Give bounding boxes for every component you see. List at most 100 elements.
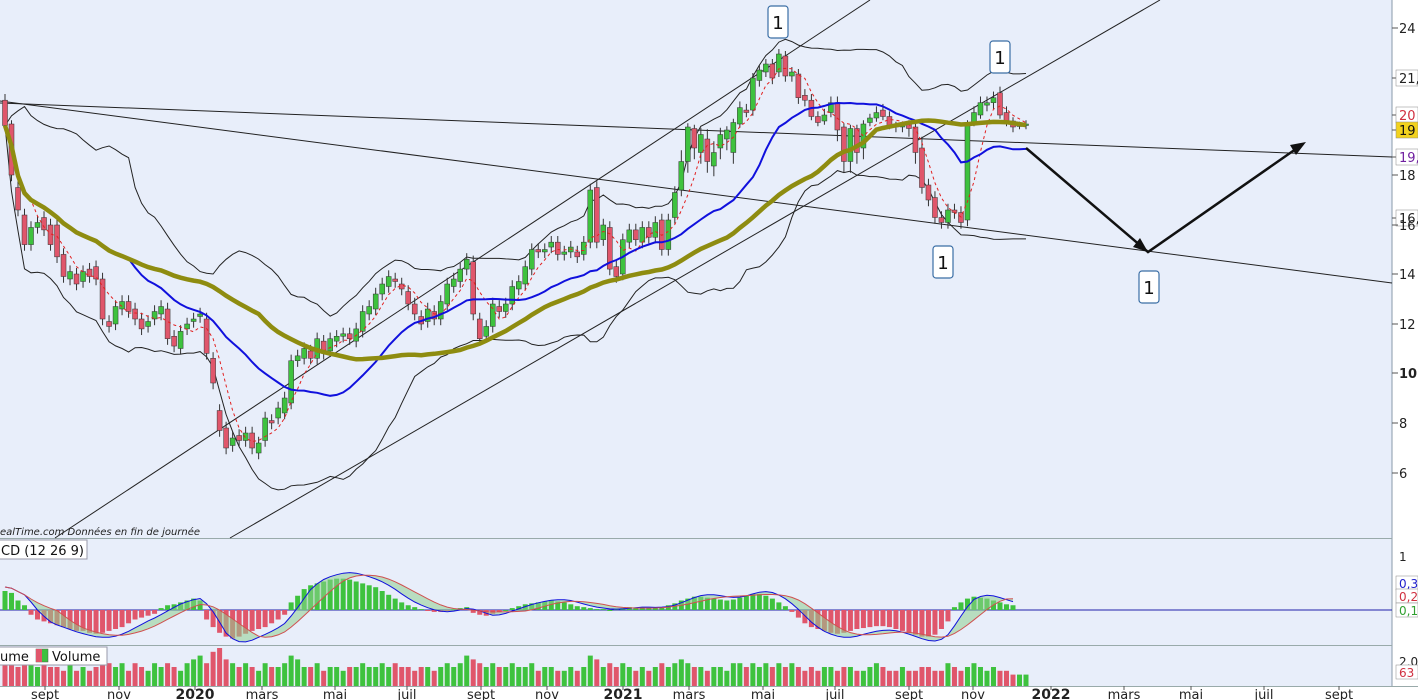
candle <box>743 109 750 113</box>
projection-arrows <box>1025 142 1306 254</box>
time-label: mars <box>673 688 706 700</box>
volume-bar <box>327 667 333 686</box>
macd-bar <box>262 610 268 628</box>
time-label: sept <box>31 688 59 700</box>
macd-bar <box>756 593 762 610</box>
macd-bar <box>347 579 353 610</box>
volume-bar <box>288 655 294 686</box>
volume-bar <box>795 667 801 686</box>
macd-panel-bg <box>0 539 1392 645</box>
macd-bar <box>503 610 509 611</box>
volume-bar <box>15 667 21 686</box>
moving-averages <box>2 67 1027 443</box>
candle <box>379 283 385 295</box>
volume-bar <box>158 667 164 686</box>
macd-bar <box>470 610 476 613</box>
time-label: nov <box>107 688 131 700</box>
macd-bar <box>607 610 613 611</box>
volume-bar <box>236 667 242 686</box>
candle <box>548 241 555 248</box>
volume-bar <box>1010 674 1016 686</box>
volume-bar <box>243 663 249 686</box>
volume-bar <box>204 663 210 686</box>
volume-bar <box>880 667 886 686</box>
candle <box>138 318 145 330</box>
macd-bar <box>158 608 164 610</box>
volume-bar <box>191 659 197 686</box>
wave-badges: 1 1 1 1 <box>767 5 1160 304</box>
macd-bar <box>113 610 119 629</box>
macd-bar <box>828 610 834 633</box>
volume-bar <box>561 670 567 686</box>
volume-bar <box>1003 670 1009 686</box>
volume-bar <box>126 670 132 686</box>
macd-bar <box>477 610 483 615</box>
macd-bar <box>87 610 93 633</box>
price-tick-label: 12 <box>1399 318 1416 333</box>
candle <box>203 318 210 354</box>
time-label: mars <box>246 688 279 700</box>
volume-bar <box>776 663 782 686</box>
candle <box>229 437 236 446</box>
candle <box>41 217 47 231</box>
wave-badge <box>1138 270 1160 304</box>
candle <box>698 134 704 153</box>
candle <box>847 128 854 162</box>
macd-bar <box>581 607 587 610</box>
candle <box>463 259 470 270</box>
macd-bar <box>9 592 15 610</box>
volume-bar <box>704 670 710 686</box>
macd-label-box <box>0 539 88 560</box>
price-panel-bg <box>0 0 1392 538</box>
volume-bar <box>41 663 47 686</box>
candle <box>984 102 990 106</box>
macd-bar <box>15 600 21 610</box>
candle <box>763 63 769 73</box>
macd-bar <box>802 610 808 624</box>
volume-bar <box>958 670 964 686</box>
wave-badge <box>932 245 954 279</box>
candle <box>932 197 938 218</box>
volume-bar <box>730 663 736 686</box>
volume-bar <box>821 667 827 686</box>
volume-bar <box>620 663 626 686</box>
candle <box>457 268 463 282</box>
macd-bar <box>496 610 502 612</box>
macd-bar <box>964 598 970 610</box>
macd-tick-label: 1 <box>1399 550 1407 564</box>
macd-bar <box>633 608 639 610</box>
macd-bar <box>340 578 346 610</box>
candle <box>34 222 41 228</box>
volume-bar <box>938 670 944 686</box>
candle <box>281 397 288 414</box>
macd-bar <box>139 610 145 618</box>
volume-bar <box>262 663 268 686</box>
time-label: 2020 <box>176 687 215 700</box>
time-label: mai <box>1179 688 1203 700</box>
candle <box>854 128 860 153</box>
macd-bar <box>691 596 697 610</box>
volume-panel <box>2 648 1029 686</box>
volume-bar <box>106 663 112 686</box>
macd-bar <box>67 610 73 629</box>
time-label: mars <box>1108 688 1141 700</box>
volume-bar <box>171 667 177 686</box>
volume-bar <box>353 667 359 686</box>
wave-label: 1 <box>994 48 1005 69</box>
volume-bar <box>568 667 574 686</box>
candle <box>821 114 828 122</box>
volume-bar <box>633 670 639 686</box>
candle <box>444 283 450 305</box>
volume-bar <box>249 667 255 686</box>
macd-bar <box>867 610 873 628</box>
candle <box>756 69 763 81</box>
price-tick-label: 24 <box>1399 22 1416 37</box>
candle <box>86 268 93 277</box>
time-label: mai <box>751 688 775 700</box>
candle <box>437 301 444 320</box>
volume-bar <box>139 667 145 686</box>
macd-bar <box>932 610 938 635</box>
volume-bar <box>256 670 262 686</box>
candle <box>112 306 119 325</box>
